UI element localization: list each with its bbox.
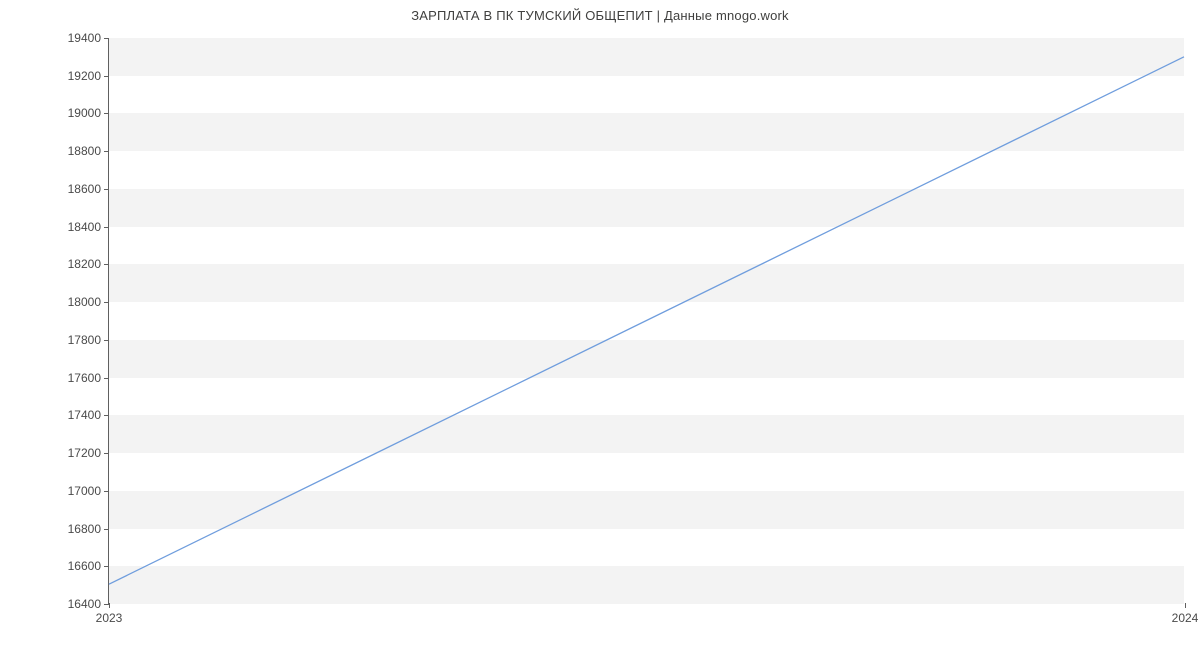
y-tick-mark: [104, 566, 109, 567]
y-tick-mark: [104, 113, 109, 114]
y-tick-label: 18000: [68, 295, 109, 309]
y-tick-mark: [104, 151, 109, 152]
y-tick-mark: [104, 189, 109, 190]
line-layer: [109, 38, 1184, 603]
y-tick-label: 16800: [68, 522, 109, 536]
y-tick-mark: [104, 302, 109, 303]
series-line: [109, 57, 1184, 584]
y-tick-mark: [104, 491, 109, 492]
y-tick-label: 16600: [68, 559, 109, 573]
y-tick-label: 17800: [68, 333, 109, 347]
y-tick-mark: [104, 378, 109, 379]
y-tick-label: 18600: [68, 182, 109, 196]
x-tick-mark: [109, 603, 110, 608]
y-tick-label: 17000: [68, 484, 109, 498]
y-tick-label: 18200: [68, 257, 109, 271]
y-tick-label: 19000: [68, 106, 109, 120]
y-tick-mark: [104, 38, 109, 39]
y-tick-label: 17600: [68, 371, 109, 385]
y-tick-mark: [104, 453, 109, 454]
y-tick-mark: [104, 227, 109, 228]
y-tick-label: 19200: [68, 69, 109, 83]
y-tick-label: 19400: [68, 31, 109, 45]
y-tick-mark: [104, 415, 109, 416]
y-tick-mark: [104, 264, 109, 265]
y-tick-mark: [104, 76, 109, 77]
x-tick-mark: [1185, 603, 1186, 608]
y-tick-label: 18800: [68, 144, 109, 158]
chart-title: ЗАРПЛАТА В ПК ТУМСКИЙ ОБЩЕПИТ | Данные m…: [0, 8, 1200, 23]
plot-area: 1640016600168001700017200174001760017800…: [108, 38, 1184, 604]
y-tick-label: 17200: [68, 446, 109, 460]
y-tick-label: 18400: [68, 220, 109, 234]
y-tick-mark: [104, 529, 109, 530]
y-tick-mark: [104, 340, 109, 341]
y-tick-label: 17400: [68, 408, 109, 422]
